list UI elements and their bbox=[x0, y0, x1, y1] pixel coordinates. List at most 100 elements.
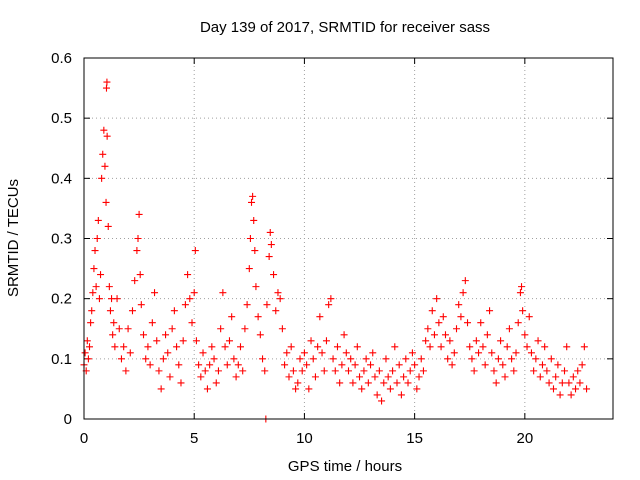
data-point bbox=[422, 337, 430, 345]
data-point bbox=[472, 337, 480, 345]
data-point bbox=[574, 367, 582, 375]
data-point bbox=[501, 373, 509, 381]
data-point bbox=[510, 367, 518, 375]
data-point bbox=[208, 343, 216, 351]
data-point bbox=[481, 361, 489, 369]
data-point bbox=[437, 343, 445, 351]
data-point bbox=[191, 247, 199, 255]
data-point bbox=[179, 337, 187, 345]
data-point bbox=[106, 307, 114, 315]
x-tick-label: 10 bbox=[296, 430, 313, 447]
data-point bbox=[459, 289, 467, 297]
data-point bbox=[552, 373, 560, 381]
data-point bbox=[371, 373, 379, 381]
data-point bbox=[285, 373, 293, 381]
data-point bbox=[393, 379, 401, 387]
plot-frame bbox=[83, 57, 614, 420]
data-point bbox=[424, 325, 432, 333]
data-point bbox=[197, 373, 205, 381]
data-point bbox=[322, 337, 330, 345]
data-point bbox=[512, 349, 520, 357]
data-point bbox=[411, 361, 419, 369]
data-point bbox=[408, 349, 416, 357]
data-point bbox=[360, 367, 368, 375]
data-point bbox=[419, 367, 427, 375]
data-point bbox=[580, 343, 588, 351]
data-point bbox=[157, 385, 165, 393]
y-tick-label: 0.4 bbox=[51, 170, 72, 187]
data-point bbox=[99, 150, 107, 158]
data-point bbox=[92, 283, 100, 291]
data-point bbox=[276, 295, 284, 303]
data-point bbox=[110, 319, 118, 327]
data-point bbox=[567, 391, 575, 399]
data-point bbox=[166, 373, 174, 381]
data-point bbox=[457, 313, 465, 321]
data-point bbox=[234, 361, 242, 369]
data-point bbox=[91, 247, 99, 255]
chart-title: Day 139 of 2017, SRMTID for receiver sas… bbox=[200, 19, 490, 36]
data-point bbox=[336, 379, 344, 387]
data-point bbox=[259, 355, 267, 363]
data-point bbox=[98, 174, 106, 182]
data-point bbox=[545, 379, 553, 387]
data-point bbox=[115, 325, 123, 333]
data-point bbox=[453, 325, 461, 333]
y-tick-label: 0.6 bbox=[51, 50, 72, 67]
data-point bbox=[212, 379, 220, 387]
y-tick-label: 0.3 bbox=[51, 231, 72, 248]
data-point bbox=[340, 331, 348, 339]
data-point bbox=[446, 337, 454, 345]
data-point bbox=[201, 367, 209, 375]
data-point bbox=[494, 355, 502, 363]
data-point bbox=[523, 343, 531, 351]
grid bbox=[84, 58, 613, 419]
x-tick-label: 0 bbox=[80, 430, 88, 447]
y-axis-label: SRMTID / TECUs bbox=[5, 179, 22, 297]
data-point bbox=[583, 385, 591, 393]
data-point bbox=[470, 367, 478, 375]
data-point bbox=[270, 271, 278, 279]
data-point bbox=[316, 313, 324, 321]
data-point bbox=[103, 78, 111, 86]
data-point bbox=[272, 307, 280, 315]
data-point bbox=[281, 361, 289, 369]
data-point bbox=[549, 385, 557, 393]
data-point bbox=[331, 367, 339, 375]
data-point bbox=[386, 385, 394, 393]
data-point bbox=[102, 198, 110, 206]
data-point bbox=[236, 343, 244, 351]
data-point bbox=[514, 319, 522, 327]
data-point bbox=[450, 349, 458, 357]
data-point bbox=[318, 349, 326, 357]
data-point bbox=[267, 241, 275, 249]
data-point bbox=[263, 301, 271, 309]
data-point bbox=[538, 361, 546, 369]
data-point bbox=[518, 283, 526, 291]
data-point bbox=[245, 265, 253, 273]
data-point bbox=[144, 343, 152, 351]
data-point bbox=[155, 367, 163, 375]
data-point bbox=[468, 355, 476, 363]
data-point bbox=[195, 361, 203, 369]
data-point bbox=[206, 361, 214, 369]
data-point bbox=[488, 349, 496, 357]
data-point bbox=[342, 349, 350, 357]
y-tick-label: 0.2 bbox=[51, 291, 72, 308]
data-point bbox=[210, 355, 218, 363]
data-point bbox=[578, 361, 586, 369]
data-point bbox=[561, 367, 569, 375]
data-point bbox=[134, 235, 142, 242]
data-point bbox=[266, 228, 274, 236]
data-point bbox=[415, 373, 423, 381]
data-point bbox=[349, 379, 357, 387]
data-point bbox=[382, 355, 390, 363]
data-point bbox=[519, 307, 527, 315]
data-point bbox=[186, 295, 194, 303]
data-point bbox=[534, 337, 542, 345]
data-point bbox=[296, 355, 304, 363]
data-point bbox=[298, 367, 306, 375]
data-point bbox=[117, 355, 125, 363]
data-point bbox=[406, 367, 414, 375]
